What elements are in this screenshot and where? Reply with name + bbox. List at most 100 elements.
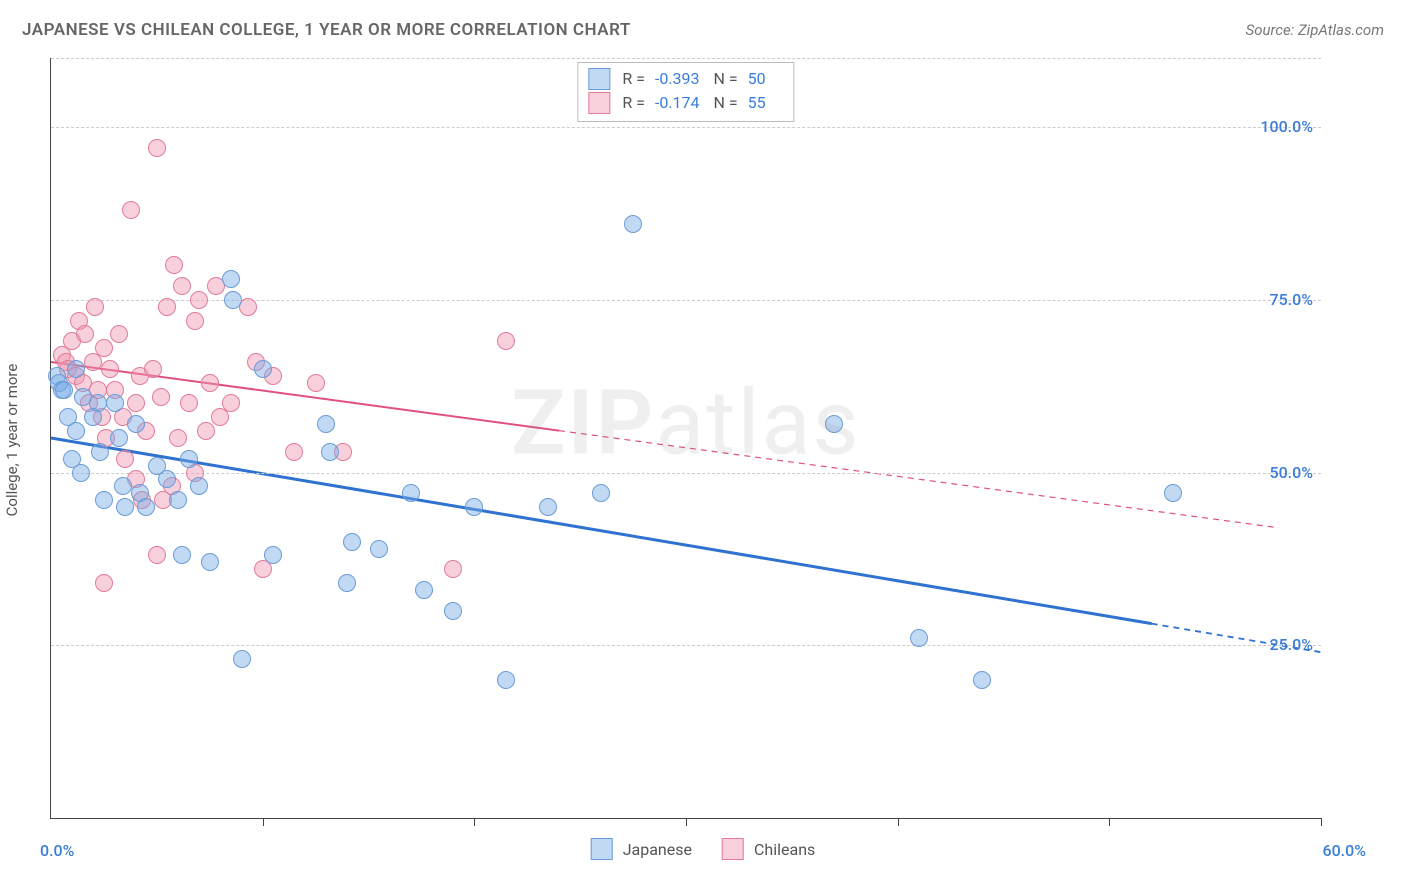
japanese-point — [114, 477, 132, 495]
chileans-point — [165, 256, 183, 274]
source-attribution: Source: ZipAtlas.com — [1246, 21, 1384, 39]
chileans-point — [497, 332, 515, 350]
japanese-point — [137, 498, 155, 516]
chileans-point — [76, 325, 94, 343]
chileans-swatch-icon — [722, 838, 744, 860]
japanese-point — [624, 215, 642, 233]
chileans-point — [116, 450, 134, 468]
chileans-point — [180, 394, 198, 412]
japanese-point — [415, 581, 433, 599]
x-axis-end-label: 60.0% — [1322, 841, 1366, 860]
japanese-point — [910, 629, 928, 647]
japanese-point — [402, 484, 420, 502]
japanese-point — [539, 498, 557, 516]
japanese-point — [343, 533, 361, 551]
chileans-point — [110, 325, 128, 343]
gridline — [51, 58, 1321, 59]
chileans-point — [285, 443, 303, 461]
japanese-point — [169, 491, 187, 509]
chileans-point — [101, 360, 119, 378]
header: JAPANESE VS CHILEAN COLLEGE, 1 YEAR OR M… — [22, 20, 1384, 40]
chileans-point — [95, 339, 113, 357]
stat-r-japanese: -0.393 — [655, 69, 700, 88]
x-tick — [1109, 818, 1110, 826]
japanese-point — [173, 546, 191, 564]
japanese-point — [825, 415, 843, 433]
x-tick — [263, 818, 264, 826]
chileans-point — [307, 374, 325, 392]
japanese-point — [321, 443, 339, 461]
japanese-point — [127, 415, 145, 433]
stats-legend: R = -0.393 N = 50 R = -0.174 N = 55 — [577, 62, 794, 122]
y-tick-label: 100.0% — [1260, 117, 1313, 136]
gridline — [51, 473, 1321, 474]
japanese-point — [116, 498, 134, 516]
chileans-point — [190, 291, 208, 309]
japanese-point — [317, 415, 335, 433]
chileans-point — [148, 139, 166, 157]
legend-label-japanese: Japanese — [623, 840, 692, 859]
stats-row-japanese: R = -0.393 N = 50 — [588, 67, 779, 91]
japanese-point — [55, 381, 73, 399]
chileans-point — [152, 388, 170, 406]
chileans-point — [122, 201, 140, 219]
legend-label-chileans: Chileans — [754, 840, 815, 859]
japanese-point — [444, 602, 462, 620]
stat-r-label: R = — [622, 69, 649, 88]
japanese-point — [67, 360, 85, 378]
chileans-point — [86, 298, 104, 316]
stat-n-label: N = — [714, 69, 742, 88]
japanese-point — [67, 422, 85, 440]
stat-r-chileans: -0.174 — [655, 93, 700, 112]
japanese-point — [973, 671, 991, 689]
legend-item-japanese: Japanese — [591, 838, 692, 860]
japanese-point — [497, 671, 515, 689]
japanese-point — [254, 360, 272, 378]
stat-n-japanese: 50 — [748, 69, 766, 88]
japanese-point — [224, 291, 242, 309]
plot-area: ZIPatlas R = -0.393N = 50 R = -0.174N = … — [50, 58, 1321, 819]
x-tick — [686, 818, 687, 826]
chileans-point — [444, 560, 462, 578]
japanese-point — [180, 450, 198, 468]
x-tick — [474, 818, 475, 826]
japanese-point — [158, 470, 176, 488]
gridline — [51, 127, 1321, 128]
y-tick-label: 25.0% — [1269, 635, 1313, 654]
chileans-point — [197, 422, 215, 440]
stat-n-chileans: 55 — [748, 93, 766, 112]
chileans-point — [173, 277, 191, 295]
japanese-swatch — [588, 68, 610, 90]
chileans-point — [186, 312, 204, 330]
japanese-point — [110, 429, 128, 447]
trendlines-svg — [51, 58, 1321, 818]
japanese-point — [264, 546, 282, 564]
japanese-point — [1164, 484, 1182, 502]
gridline — [51, 645, 1321, 646]
japanese-point — [95, 491, 113, 509]
japanese-point — [106, 394, 124, 412]
bottom-legend: Japanese Chileans — [591, 838, 816, 860]
chileans-point — [169, 429, 187, 447]
japanese-point — [465, 498, 483, 516]
japanese-point — [592, 484, 610, 502]
japanese-point — [222, 270, 240, 288]
chileans-swatch — [588, 92, 610, 114]
japanese-point — [233, 650, 251, 668]
stat-n-label: N = — [714, 93, 742, 112]
chileans-point — [148, 546, 166, 564]
chileans-point — [158, 298, 176, 316]
chileans-point — [127, 394, 145, 412]
y-axis-label: College, 1 year or more — [3, 364, 21, 517]
chileans-point — [222, 394, 240, 412]
japanese-point — [72, 464, 90, 482]
japanese-point — [89, 394, 107, 412]
chileans-point — [201, 374, 219, 392]
chileans-point — [95, 574, 113, 592]
japanese-point — [370, 540, 388, 558]
japanese-point — [338, 574, 356, 592]
japanese-point — [91, 443, 109, 461]
chart-container: JAPANESE VS CHILEAN COLLEGE, 1 YEAR OR M… — [0, 0, 1406, 892]
legend-item-chileans: Chileans — [722, 838, 815, 860]
chileans-point — [144, 360, 162, 378]
